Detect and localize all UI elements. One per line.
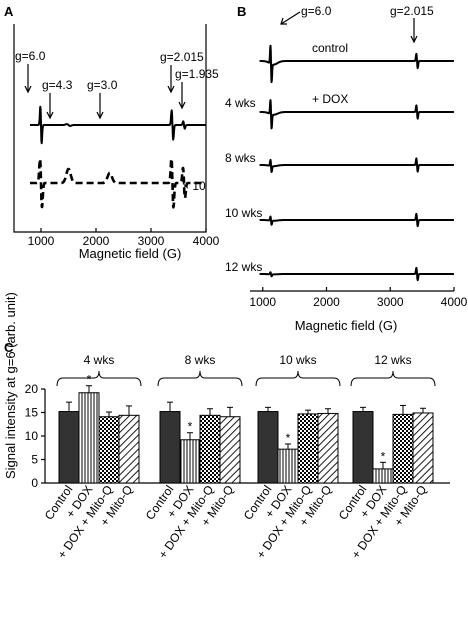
panel-b-xtick-label: 1000 bbox=[249, 295, 276, 309]
panel-letter-a: A bbox=[4, 4, 14, 19]
panel-c-sig-marker: * bbox=[381, 449, 386, 463]
panel-b-row-label: 4 wks bbox=[225, 96, 256, 110]
panel-c-bar bbox=[257, 411, 279, 484]
panel-c-bar bbox=[78, 392, 100, 484]
panel-a-xtick-label: 1000 bbox=[28, 234, 55, 248]
panel-c-ylabel: Signal intensity at g=6 (arb. unit) bbox=[3, 292, 18, 479]
panel-c-ytick-label: 15 bbox=[25, 406, 39, 420]
panel-b-xtick-label: 3000 bbox=[377, 295, 404, 309]
panel-b-xtick-label: 2000 bbox=[313, 295, 340, 309]
panel-c-bar bbox=[98, 416, 120, 484]
panel-b-row-label: 10 wks bbox=[225, 206, 262, 220]
panel-b-series-name: + DOX bbox=[312, 92, 348, 106]
panel-c-bar bbox=[199, 414, 221, 484]
panel-a-annotation: g=6.0 bbox=[15, 49, 46, 63]
panel-a-xtick-label: 4000 bbox=[193, 234, 220, 248]
panel-letter-b: B bbox=[237, 4, 246, 19]
panel-b-xtick-label: 4000 bbox=[441, 295, 468, 309]
panel-a-xtick-label: 3000 bbox=[138, 234, 165, 248]
panel-a-arrowhead bbox=[24, 85, 32, 94]
panel-a-frame bbox=[13, 24, 207, 233]
panel-a-series-solid bbox=[29, 105, 207, 145]
panel-c-ytick-label: 20 bbox=[25, 382, 39, 396]
panel-b-annotation-arrow bbox=[280, 11, 301, 25]
panel-a-annotation: g=3.0 bbox=[87, 78, 118, 92]
panel-b-xlabel: Magnetic field (G) bbox=[295, 318, 398, 333]
panel-c-bar bbox=[58, 411, 80, 484]
panel-c-bar bbox=[317, 412, 339, 484]
panel-a-xtick-label: 2000 bbox=[83, 234, 110, 248]
panel-c-sig-marker: * bbox=[87, 373, 92, 387]
panel-b-series-name: control bbox=[312, 41, 348, 55]
panel-a-annotation: g=4.3 bbox=[42, 78, 73, 92]
panel-a-arrowhead bbox=[46, 111, 54, 120]
panel-b-row-label: 8 wks bbox=[225, 151, 256, 165]
panel-b-series-3 bbox=[258, 157, 455, 173]
panel-letter-c: C bbox=[4, 340, 14, 355]
panel-c-ytick-label: 0 bbox=[31, 476, 38, 490]
panel-c-ytick-label: 5 bbox=[31, 453, 38, 467]
panel-c-bar bbox=[159, 411, 181, 484]
panel-a-series-dashed bbox=[28, 157, 208, 209]
panel-b-arrowhead bbox=[410, 35, 418, 44]
panel-a-arrowhead bbox=[167, 85, 175, 94]
panel-c-group-bracket bbox=[350, 370, 436, 387]
panel-c-ytick-label: 10 bbox=[25, 429, 39, 443]
panel-c-bar bbox=[118, 414, 140, 484]
panel-b-chart: 1000 2000 3000 4000 control + DOX 4 wks 8 wks 1… bbox=[225, 4, 468, 333]
panel-c-group-label: 4 wks bbox=[84, 353, 115, 367]
panel-a-chart: 1000 2000 3000 4000 g=6.0 g=4.3 g=3.0 g=2.015 g… bbox=[13, 24, 220, 261]
panel-a-arrowhead bbox=[178, 101, 186, 110]
panel-c-group-label: 8 wks bbox=[185, 353, 216, 367]
panel-b-arrowhead bbox=[280, 17, 287, 25]
panel-b-series-4 bbox=[258, 212, 455, 228]
panel-c-bar bbox=[352, 411, 374, 484]
panel-b-series-1 bbox=[258, 44, 455, 84]
panel-c-group-label: 12 wks bbox=[374, 353, 411, 367]
panel-c-group-bracket bbox=[157, 370, 243, 387]
panel-c-bar bbox=[392, 413, 414, 484]
panel-b-annotation: g=2.015 bbox=[390, 4, 434, 18]
panel-a-annotation: g=1.935 bbox=[175, 67, 219, 81]
panel-c-sig-marker: * bbox=[286, 431, 291, 445]
panel-c-group-bracket bbox=[56, 370, 142, 387]
panel-c-group-label: 10 wks bbox=[279, 353, 316, 367]
panel-b-row-label: 12 wks bbox=[225, 260, 262, 274]
panel-b-annotation: g=6.0 bbox=[301, 4, 332, 18]
panel-c-bar bbox=[297, 413, 319, 484]
panel-b-series-5 bbox=[258, 266, 455, 282]
panel-a-annotation: g=2.015 bbox=[160, 50, 204, 64]
panel-c-bar bbox=[372, 468, 394, 484]
panel-a-xlabel: Magnetic field (G) bbox=[79, 246, 182, 261]
panel-b-series-2 bbox=[258, 99, 455, 130]
panel-c-sig-marker: * bbox=[188, 420, 193, 434]
panel-a-arrowhead bbox=[96, 111, 104, 120]
panel-c-bar bbox=[277, 448, 299, 484]
panel-c-bar bbox=[219, 416, 241, 484]
panel-c-group-bracket bbox=[255, 370, 341, 387]
panel-c-bar bbox=[179, 439, 201, 484]
panel-c-bar bbox=[412, 412, 434, 484]
panel-a-scale-label: × 10 bbox=[182, 179, 206, 193]
